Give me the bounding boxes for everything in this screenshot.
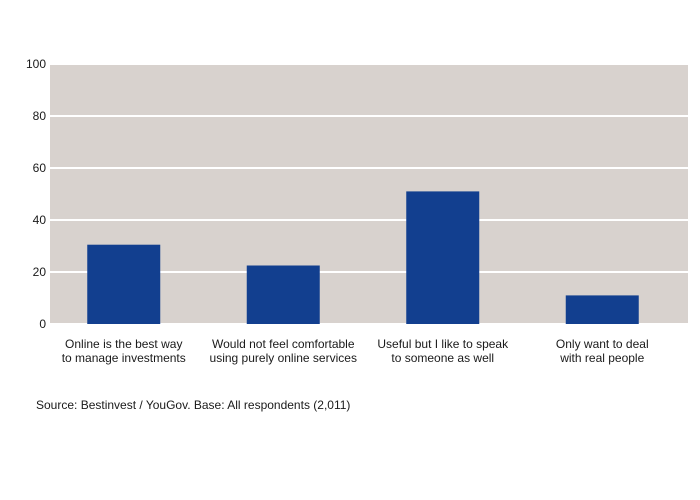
- y-tick-label: 20: [33, 265, 47, 279]
- y-tick-label: 40: [33, 213, 47, 227]
- category-label: Would not feel comfortable using purely o…: [210, 337, 357, 365]
- category-label-line: to someone as well: [391, 351, 494, 365]
- bar: [565, 295, 639, 324]
- x-axis-category-labels: Online is the best way to manage investme…: [62, 337, 649, 365]
- y-tick-label: 80: [33, 109, 47, 123]
- y-axis-ticks: 0 20 40 60 80 100: [26, 57, 46, 331]
- bars: [87, 191, 639, 324]
- category-label-line: Would not feel comfortable: [212, 337, 355, 351]
- category-label: Only want to deal with real people: [556, 337, 649, 365]
- category-label: Useful but I like to speak to someone as …: [377, 337, 509, 365]
- y-tick-label: 0: [39, 317, 46, 331]
- category-label-line: Only want to deal: [556, 337, 649, 351]
- category-label: Online is the best way to manage investme…: [62, 337, 186, 365]
- category-label-line: to manage investments: [62, 351, 186, 365]
- category-label-line: Online is the best way: [65, 337, 182, 351]
- category-label-line: using purely online services: [210, 351, 357, 365]
- category-label-line: Useful but I like to speak: [377, 337, 509, 351]
- bar: [406, 191, 480, 324]
- bar: [246, 265, 320, 324]
- y-tick-label: 60: [33, 161, 47, 175]
- source-note: Source: Bestinvest / YouGov. Base: All r…: [36, 398, 351, 412]
- y-tick-label: 100: [26, 57, 46, 71]
- category-label-line: with real people: [559, 351, 644, 365]
- bar: [87, 244, 161, 324]
